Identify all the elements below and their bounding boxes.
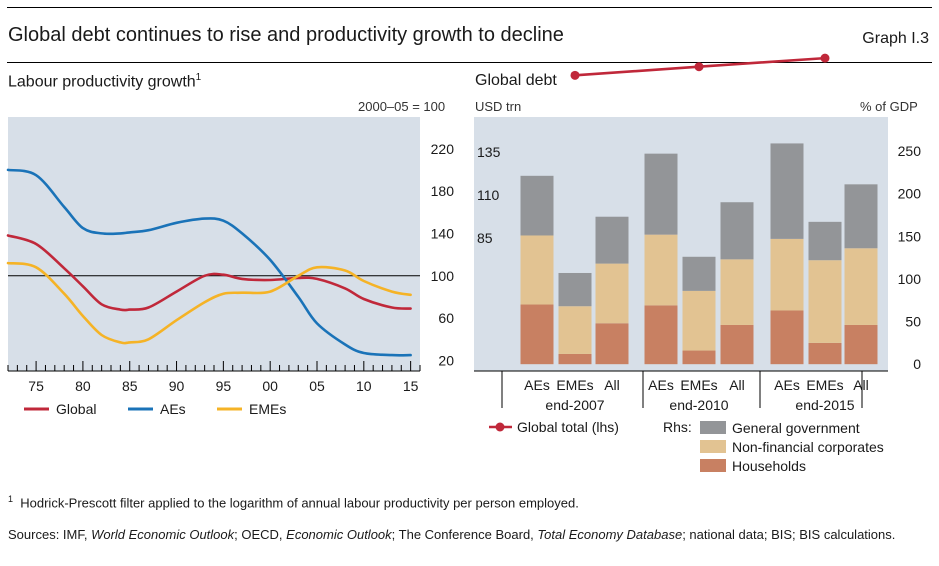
plot-area [8, 117, 420, 371]
x-tick-label: 95 [216, 378, 232, 394]
left-unit-label: 2000–05 = 100 [358, 99, 446, 114]
x-tick-label: 85 [122, 378, 138, 394]
y-tick-label: 20 [438, 352, 454, 368]
rhs-tick-label: 100 [898, 271, 922, 287]
group-label: end-2007 [545, 397, 604, 413]
x-tick-label: 05 [309, 378, 325, 394]
x-tick-label: 90 [169, 378, 185, 394]
productivity-line-chart: 75 80 85 90 95 00 05 10 15 20 60 100 140 180 220 Global… [6, 117, 455, 417]
bar-segment-households [844, 324, 878, 365]
rhs-tick-label: 150 [898, 228, 922, 244]
lhs-tick-label: 85 [477, 230, 493, 246]
bar-segment-households [644, 305, 678, 365]
legend-rhs-label: Rhs: [663, 419, 692, 435]
left-panel-title: Labour productivity growth1 [8, 72, 202, 91]
x-tick-label: 15 [403, 378, 419, 394]
bar-segment-general-government [720, 202, 754, 260]
series-line-aes [6, 168, 412, 357]
bar-segment-general-government [808, 221, 842, 261]
sources-note: Sources: IMF, World Economic Outlook; OE… [8, 527, 896, 542]
title-rule [7, 62, 932, 63]
rhs-tick-label: 250 [898, 143, 922, 159]
bar-segment-non-financial-corporates [770, 238, 804, 311]
rhs-tick-label: 0 [913, 356, 921, 372]
bar-segment-households [720, 324, 754, 365]
legend-swatch-households [700, 459, 726, 472]
bar-label: All [604, 377, 620, 393]
legend-swatch-non-financial-corporates [700, 440, 726, 453]
x-tick-label: 00 [262, 378, 278, 394]
x-tick-label: 80 [75, 378, 91, 394]
bar-label: All [853, 377, 869, 393]
bar-label: AEs [648, 377, 674, 393]
top-rule [7, 7, 932, 8]
bar-segment-households [682, 350, 716, 365]
y-tick-label: 220 [431, 141, 455, 157]
bar-segment-general-government [682, 256, 716, 291]
legend-label-general-government: General government [732, 420, 860, 436]
bar-segment-households [808, 342, 842, 365]
bar-segment-non-financial-corporates [720, 259, 754, 325]
bar-segment-non-financial-corporates [682, 290, 716, 351]
legend-label-global-total: Global total (lhs) [517, 419, 619, 435]
bar-segment-households [520, 304, 554, 365]
left-axis-unit: USD trn [475, 99, 522, 114]
bar-segment-non-financial-corporates [520, 235, 554, 305]
bar-segment-general-government [770, 143, 804, 239]
bar-segment-households [770, 310, 804, 365]
group-label: end-2010 [669, 397, 728, 413]
series-line-emes [6, 261, 412, 345]
footnote: 1 Hodrick-Prescott filter applied to the… [8, 494, 579, 511]
right-axis-unit: % of GDP [860, 99, 918, 114]
right-panel-title: Global debt [475, 72, 557, 89]
global-total-marker [694, 62, 704, 72]
series-line-global [6, 234, 412, 312]
global-total-marker [820, 53, 830, 63]
legend-label-households: Households [732, 458, 806, 474]
global-total-marker [570, 70, 580, 80]
rhs-tick-label: 50 [905, 314, 921, 330]
graph-title: Global debt continues to rise and produc… [8, 24, 564, 46]
y-tick-label: 100 [431, 268, 455, 284]
legend-marker-global-total [495, 422, 505, 432]
legend-label-non-financial-corporates: Non-financial corporates [732, 439, 884, 455]
legend-label-emes: EMEs [249, 401, 286, 417]
graph-number: Graph I.3 [862, 30, 929, 47]
bar-segment-non-financial-corporates [595, 263, 629, 324]
bar-segment-general-government [595, 216, 629, 264]
lhs-tick-label: 110 [477, 187, 500, 203]
bar-segment-general-government [520, 175, 554, 236]
legend-label-aes: AEs [160, 401, 186, 417]
x-tick-label: 10 [356, 378, 372, 394]
lhs-tick-label: 135 [477, 144, 501, 160]
group-label: end-2015 [795, 397, 854, 413]
bar-label: All [729, 377, 745, 393]
bar-label: EMEs [806, 377, 843, 393]
legend-swatch-general-government [700, 421, 726, 434]
bar-segment-non-financial-corporates [644, 234, 678, 306]
bar-segment-non-financial-corporates [808, 260, 842, 343]
global-debt-bar-chart: 85 110 135 0 50 100 150 200 250 AEs EMEs All AEs EMEs… [474, 53, 922, 474]
bar-segment-households [595, 323, 629, 365]
legend-label-global: Global [56, 401, 96, 417]
rhs-tick-label: 200 [898, 186, 922, 202]
y-tick-label: 60 [438, 310, 454, 326]
bar-segment-general-government [558, 272, 592, 307]
bar-segment-general-government [644, 153, 678, 235]
bar-label: AEs [774, 377, 800, 393]
y-tick-label: 180 [431, 183, 455, 199]
bar-segment-general-government [844, 184, 878, 249]
bar-segment-non-financial-corporates [844, 248, 878, 325]
bar-segment-non-financial-corporates [558, 306, 592, 354]
bar-segment-households [558, 353, 592, 365]
y-tick-label: 140 [431, 225, 455, 241]
bar-label: AEs [524, 377, 550, 393]
bar-label: EMEs [680, 377, 717, 393]
x-tick-label: 75 [28, 378, 44, 394]
bar-label: EMEs [556, 377, 593, 393]
